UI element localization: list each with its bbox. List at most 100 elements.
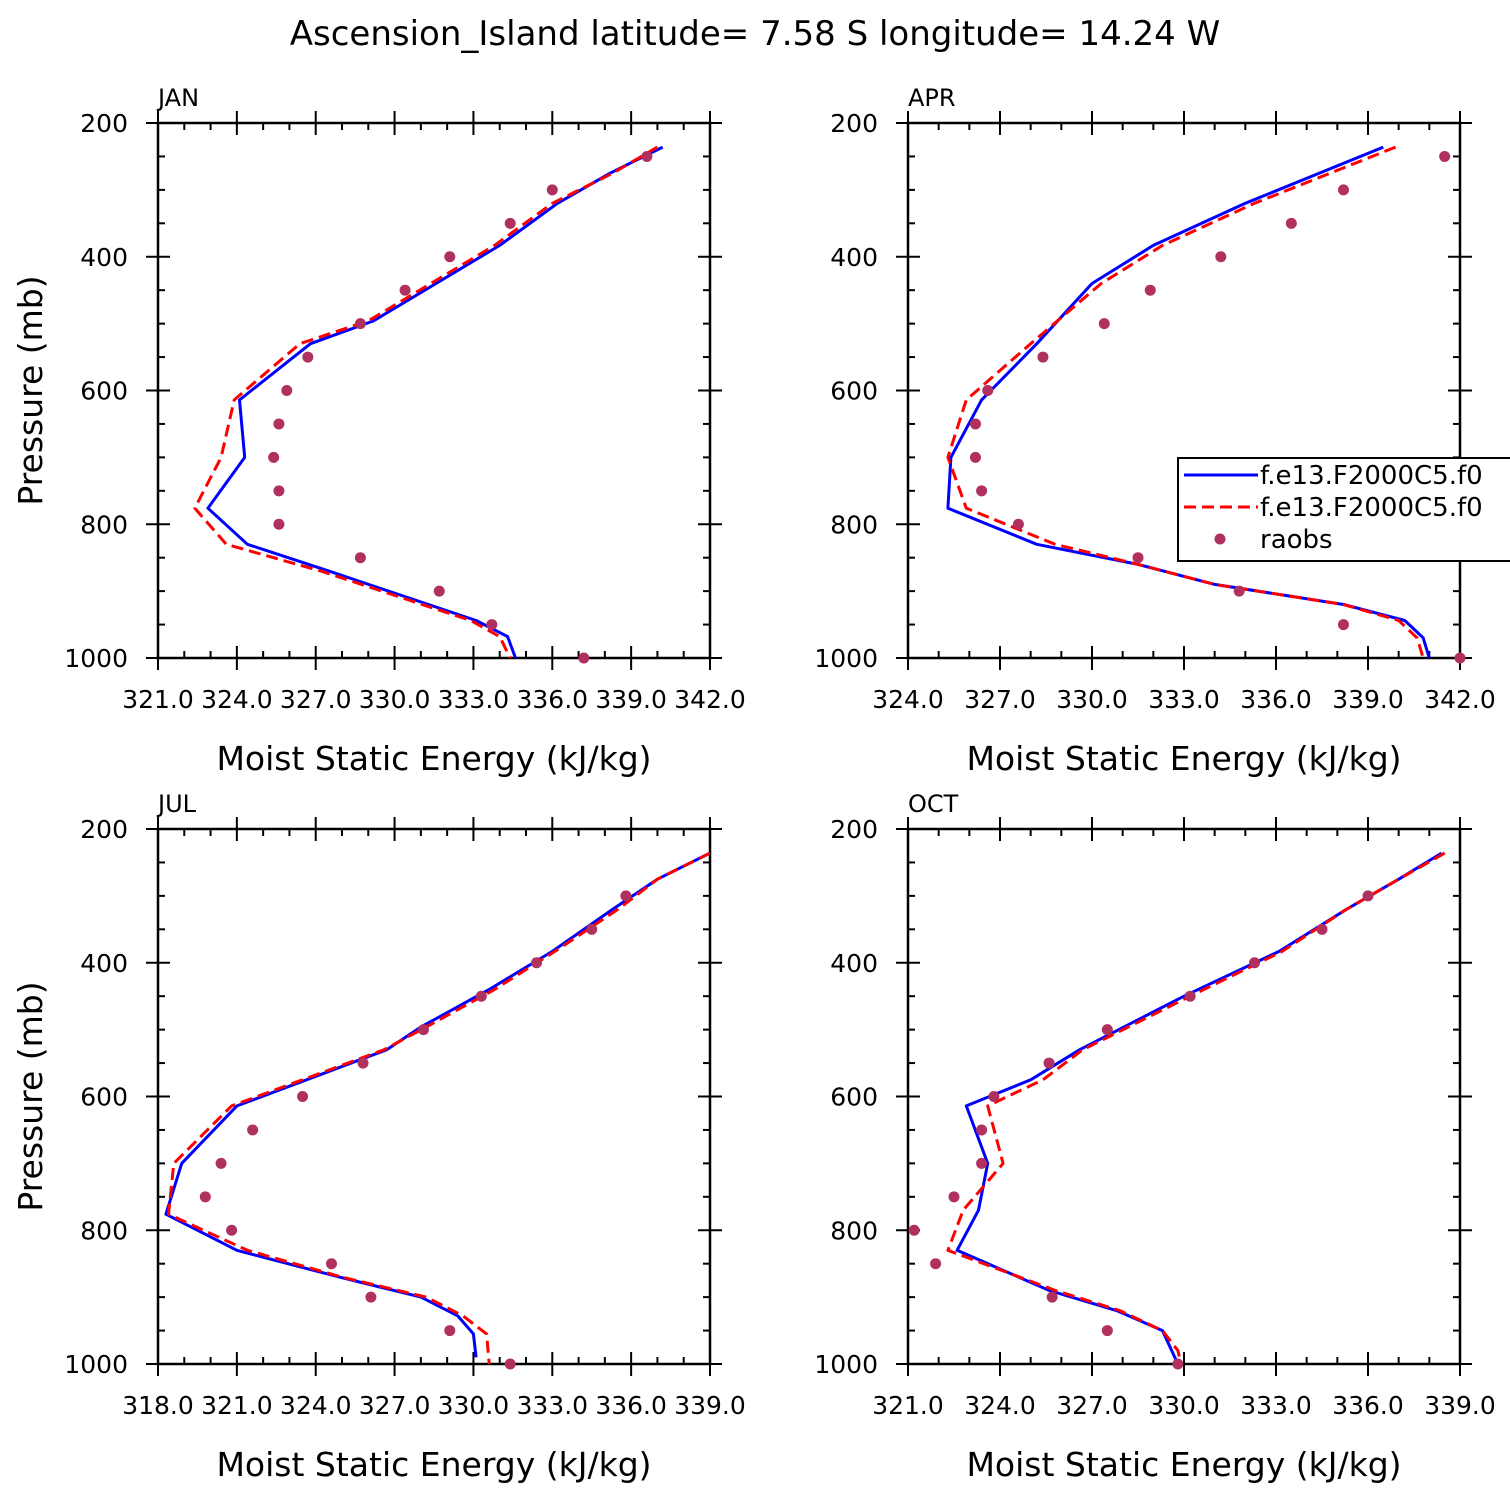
y-tick-label: 200 — [830, 815, 878, 844]
raobs-point — [641, 150, 653, 162]
y-tick-label: 600 — [830, 377, 878, 406]
raobs-point — [948, 1191, 960, 1203]
x-tick-label: 327.0 — [1056, 1391, 1128, 1420]
raobs-point — [297, 1091, 309, 1102]
series-line-model2 — [167, 851, 710, 1364]
x-axis-label: Moist Static Energy (kJ/kg) — [216, 739, 651, 778]
raobs-point — [226, 1224, 238, 1236]
chart-title: Ascension_Island latitude= 7.58 S longit… — [290, 14, 1221, 54]
x-axis-label: Moist Static Energy (kJ/kg) — [966, 739, 1401, 778]
raobs-point — [417, 1024, 429, 1036]
x-tick-label: 336.0 — [516, 685, 588, 714]
y-tick-label: 1000 — [64, 1350, 128, 1379]
series-line-model2 — [193, 145, 659, 658]
y-tick-label: 600 — [80, 1083, 128, 1112]
raobs-point — [273, 485, 285, 497]
x-tick-label: 324.0 — [201, 685, 273, 714]
raobs-point — [504, 1358, 516, 1370]
panel-label: JUL — [156, 790, 197, 818]
y-tick-label: 200 — [830, 109, 878, 138]
series-line-model2 — [946, 145, 1425, 658]
x-tick-label: 330.0 — [438, 1391, 510, 1420]
series-line-model1 — [955, 851, 1443, 1364]
raobs-point — [281, 385, 293, 396]
raobs-point — [930, 1258, 942, 1270]
y-tick-label: 800 — [830, 1216, 878, 1245]
x-tick-label: 321.0 — [122, 685, 194, 714]
raobs-point — [988, 1091, 1000, 1102]
y-tick-label: 400 — [80, 949, 128, 978]
y-axis-label: Pressure (mb) — [11, 275, 50, 505]
raobs-point — [1037, 351, 1049, 363]
raobs-point — [969, 451, 981, 463]
raobs-point — [504, 217, 516, 229]
y-tick-label: 400 — [830, 243, 878, 272]
x-tick-label: 327.0 — [280, 685, 352, 714]
raobs-point — [357, 1057, 369, 1069]
x-tick-label: 333.0 — [1240, 1391, 1312, 1420]
y-tick-label: 200 — [80, 109, 128, 138]
raobs-point — [199, 1191, 211, 1203]
x-tick-label: 342.0 — [674, 685, 746, 714]
x-tick-label: 330.0 — [359, 685, 431, 714]
raobs-point — [1233, 585, 1245, 597]
raobs-point — [247, 1124, 259, 1136]
raobs-point — [486, 619, 498, 631]
plot-frame — [156, 121, 712, 660]
raobs-point — [1144, 284, 1156, 296]
raobs-point — [1172, 1358, 1184, 1370]
y-tick-label: 800 — [80, 1216, 128, 1245]
raobs-point — [1043, 1057, 1055, 1069]
raobs-point — [444, 251, 456, 263]
raobs-point — [444, 1325, 456, 1337]
raobs-point — [268, 451, 280, 463]
x-tick-label: 336.0 — [595, 1391, 667, 1420]
y-tick-label: 1000 — [814, 644, 878, 673]
x-tick-label: 324.0 — [280, 1391, 352, 1420]
raobs-point — [273, 518, 285, 530]
raobs-point — [1249, 957, 1261, 969]
series-line-model1 — [206, 145, 664, 658]
raobs-point — [1046, 1291, 1058, 1303]
raobs-point — [1285, 217, 1297, 229]
raobs-point — [215, 1157, 227, 1169]
raobs-point — [1101, 1325, 1113, 1337]
raobs-point — [273, 418, 285, 430]
legend-label: f.e13.F2000C5.f0 — [1260, 493, 1483, 523]
raobs-point — [1439, 150, 1451, 162]
x-tick-label: 336.0 — [1332, 1391, 1404, 1420]
x-tick-label: 333.0 — [1148, 685, 1220, 714]
x-tick-label: 324.0 — [964, 1391, 1036, 1420]
raobs-point — [1215, 251, 1227, 263]
raobs-point — [1098, 318, 1110, 330]
legend-label: f.e13.F2000C5.f0 — [1260, 461, 1483, 491]
legend-label: raobs — [1260, 525, 1333, 555]
plot-frame — [156, 827, 712, 1366]
raobs-point — [1337, 619, 1349, 631]
raobs-point — [976, 485, 988, 497]
panel-apr: APR 200 400 600 800 1000 324.0 327.0 330.0 333.0 3… — [814, 84, 1495, 778]
raobs-point — [578, 652, 590, 664]
raobs-point — [1132, 552, 1144, 564]
series-line-model1 — [946, 145, 1431, 658]
x-tick-label: 342.0 — [1424, 685, 1496, 714]
raobs-point — [433, 585, 445, 597]
raobs-point — [1337, 184, 1349, 196]
x-tick-label: 339.0 — [595, 685, 667, 714]
raobs-point — [302, 351, 314, 363]
panel-oct: OCT 200 400 600 800 1000 321.0 324.0 327.0 330.0 3… — [814, 790, 1495, 1484]
series-line-model1 — [164, 851, 710, 1358]
raobs-point — [399, 284, 411, 296]
x-tick-label: 330.0 — [1148, 1391, 1220, 1420]
raobs-point — [1316, 923, 1328, 935]
y-tick-label: 600 — [830, 1083, 878, 1112]
y-tick-label: 600 — [80, 377, 128, 406]
raobs-point — [354, 552, 366, 564]
raobs-point — [1012, 518, 1024, 530]
raobs-point — [976, 1124, 988, 1136]
raobs-point — [1362, 890, 1374, 902]
panel-label: JAN — [156, 84, 199, 112]
